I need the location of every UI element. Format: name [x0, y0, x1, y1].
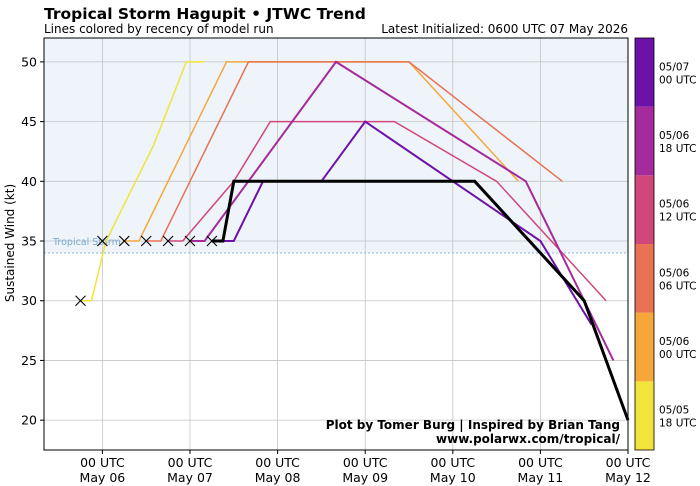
credit-line-1: Plot by Tomer Burg | Inspired by Brian T… [326, 418, 620, 432]
series-line-1 [124, 61, 520, 242]
colorbar-label-date: 05/05 [659, 405, 689, 417]
colorbar-segment-4 [635, 106, 654, 176]
colorbar-label-time: 12 UTC [659, 212, 697, 224]
x-tick-label-time: 00 UTC [518, 455, 563, 470]
y-tick-label: 40 [21, 174, 37, 189]
series-line-3 [168, 120, 607, 302]
marker-stroke [118, 235, 130, 247]
x-tick-label-date: May 06 [80, 470, 126, 485]
credit-line-2: www.polarwx.com/tropical/ [436, 432, 621, 446]
colorbar-label-date: 05/06 [659, 267, 690, 279]
chart-subtitle: Lines colored by recency of model run [44, 22, 274, 36]
tropical-storm-threshold: Tropical Storm [44, 237, 628, 254]
colorbar-label-date: 05/07 [659, 61, 689, 73]
y-axis-label: Sustained Wind (kt) [3, 184, 17, 302]
observation-marker-4 [162, 235, 174, 247]
x-tick-label-time: 00 UTC [255, 455, 300, 470]
colorbar-label-time: 18 UTC [659, 143, 697, 155]
y-tick-label: 45 [21, 114, 37, 129]
x-tick-label-time: 00 UTC [430, 455, 475, 470]
x-tick-label-date: May 09 [342, 470, 388, 485]
initialized-label: Latest Initialized: 0600 UTC 07 May 2026 [381, 22, 628, 36]
marker-stroke [140, 235, 152, 247]
observation-marker-3 [140, 235, 152, 247]
colorbar-label-date: 05/06 [659, 199, 690, 211]
y-tick-label: 35 [21, 234, 37, 249]
threshold-label: Tropical Storm [52, 237, 121, 248]
y-tick-label: 20 [21, 413, 37, 428]
x-tick-label-date: May 08 [255, 470, 301, 485]
tropical-storm-shading [44, 38, 628, 253]
marker-stroke [206, 235, 218, 247]
chart-title: Tropical Storm Hagupit • JTWC Trend [44, 5, 366, 23]
marker-stroke [184, 235, 196, 247]
plot-frame [43, 37, 629, 451]
colorbar-segment-1 [635, 312, 654, 382]
x-tick-label-time: 00 UTC [343, 455, 388, 470]
colorbar-label-time: 00 UTC [659, 349, 697, 361]
y-tick-label: 25 [21, 353, 37, 368]
forecast-series [80, 60, 630, 421]
colorbar-frame [634, 37, 655, 451]
x-tick-label-date: May 12 [605, 470, 651, 485]
observation-marker-2 [118, 235, 130, 247]
x-tick-label-time: 00 UTC [606, 455, 651, 470]
x-tick-label-date: May 10 [430, 470, 476, 485]
colorbar-label-date: 05/06 [659, 336, 690, 348]
colorbar-label-time: 06 UTC [659, 280, 697, 292]
colorbar-segment-0 [635, 381, 654, 450]
colorbar-segment-5 [635, 38, 654, 107]
x-tick-label-time: 00 UTC [80, 455, 125, 470]
colorbar-label-time: 18 UTC [659, 418, 697, 430]
marker-stroke [162, 235, 174, 247]
observation-marker-5 [184, 235, 196, 247]
marker-stroke [75, 295, 86, 307]
colorbar-segment-3 [635, 175, 654, 244]
x-tick-label-date: May 07 [167, 470, 213, 485]
y-tick-label: 30 [21, 293, 37, 308]
x-tick-label-time: 00 UTC [168, 455, 213, 470]
colorbar-label-time: 00 UTC [659, 74, 697, 86]
observation-marker-1 [97, 235, 108, 247]
colorbar-segment-2 [635, 244, 654, 313]
series-line-4 [190, 60, 615, 361]
marker-stroke [97, 235, 108, 247]
observation-marker-6 [206, 235, 218, 247]
y-tick-label: 50 [21, 54, 37, 69]
past-observation-markers [75, 235, 218, 307]
x-tick-label-date: May 11 [518, 470, 564, 485]
series-line-0 [80, 61, 205, 302]
observation-marker-0 [75, 295, 86, 307]
series-line-6 [211, 179, 630, 421]
series-line-2 [146, 61, 563, 242]
colorbar-label-date: 05/06 [659, 130, 690, 142]
